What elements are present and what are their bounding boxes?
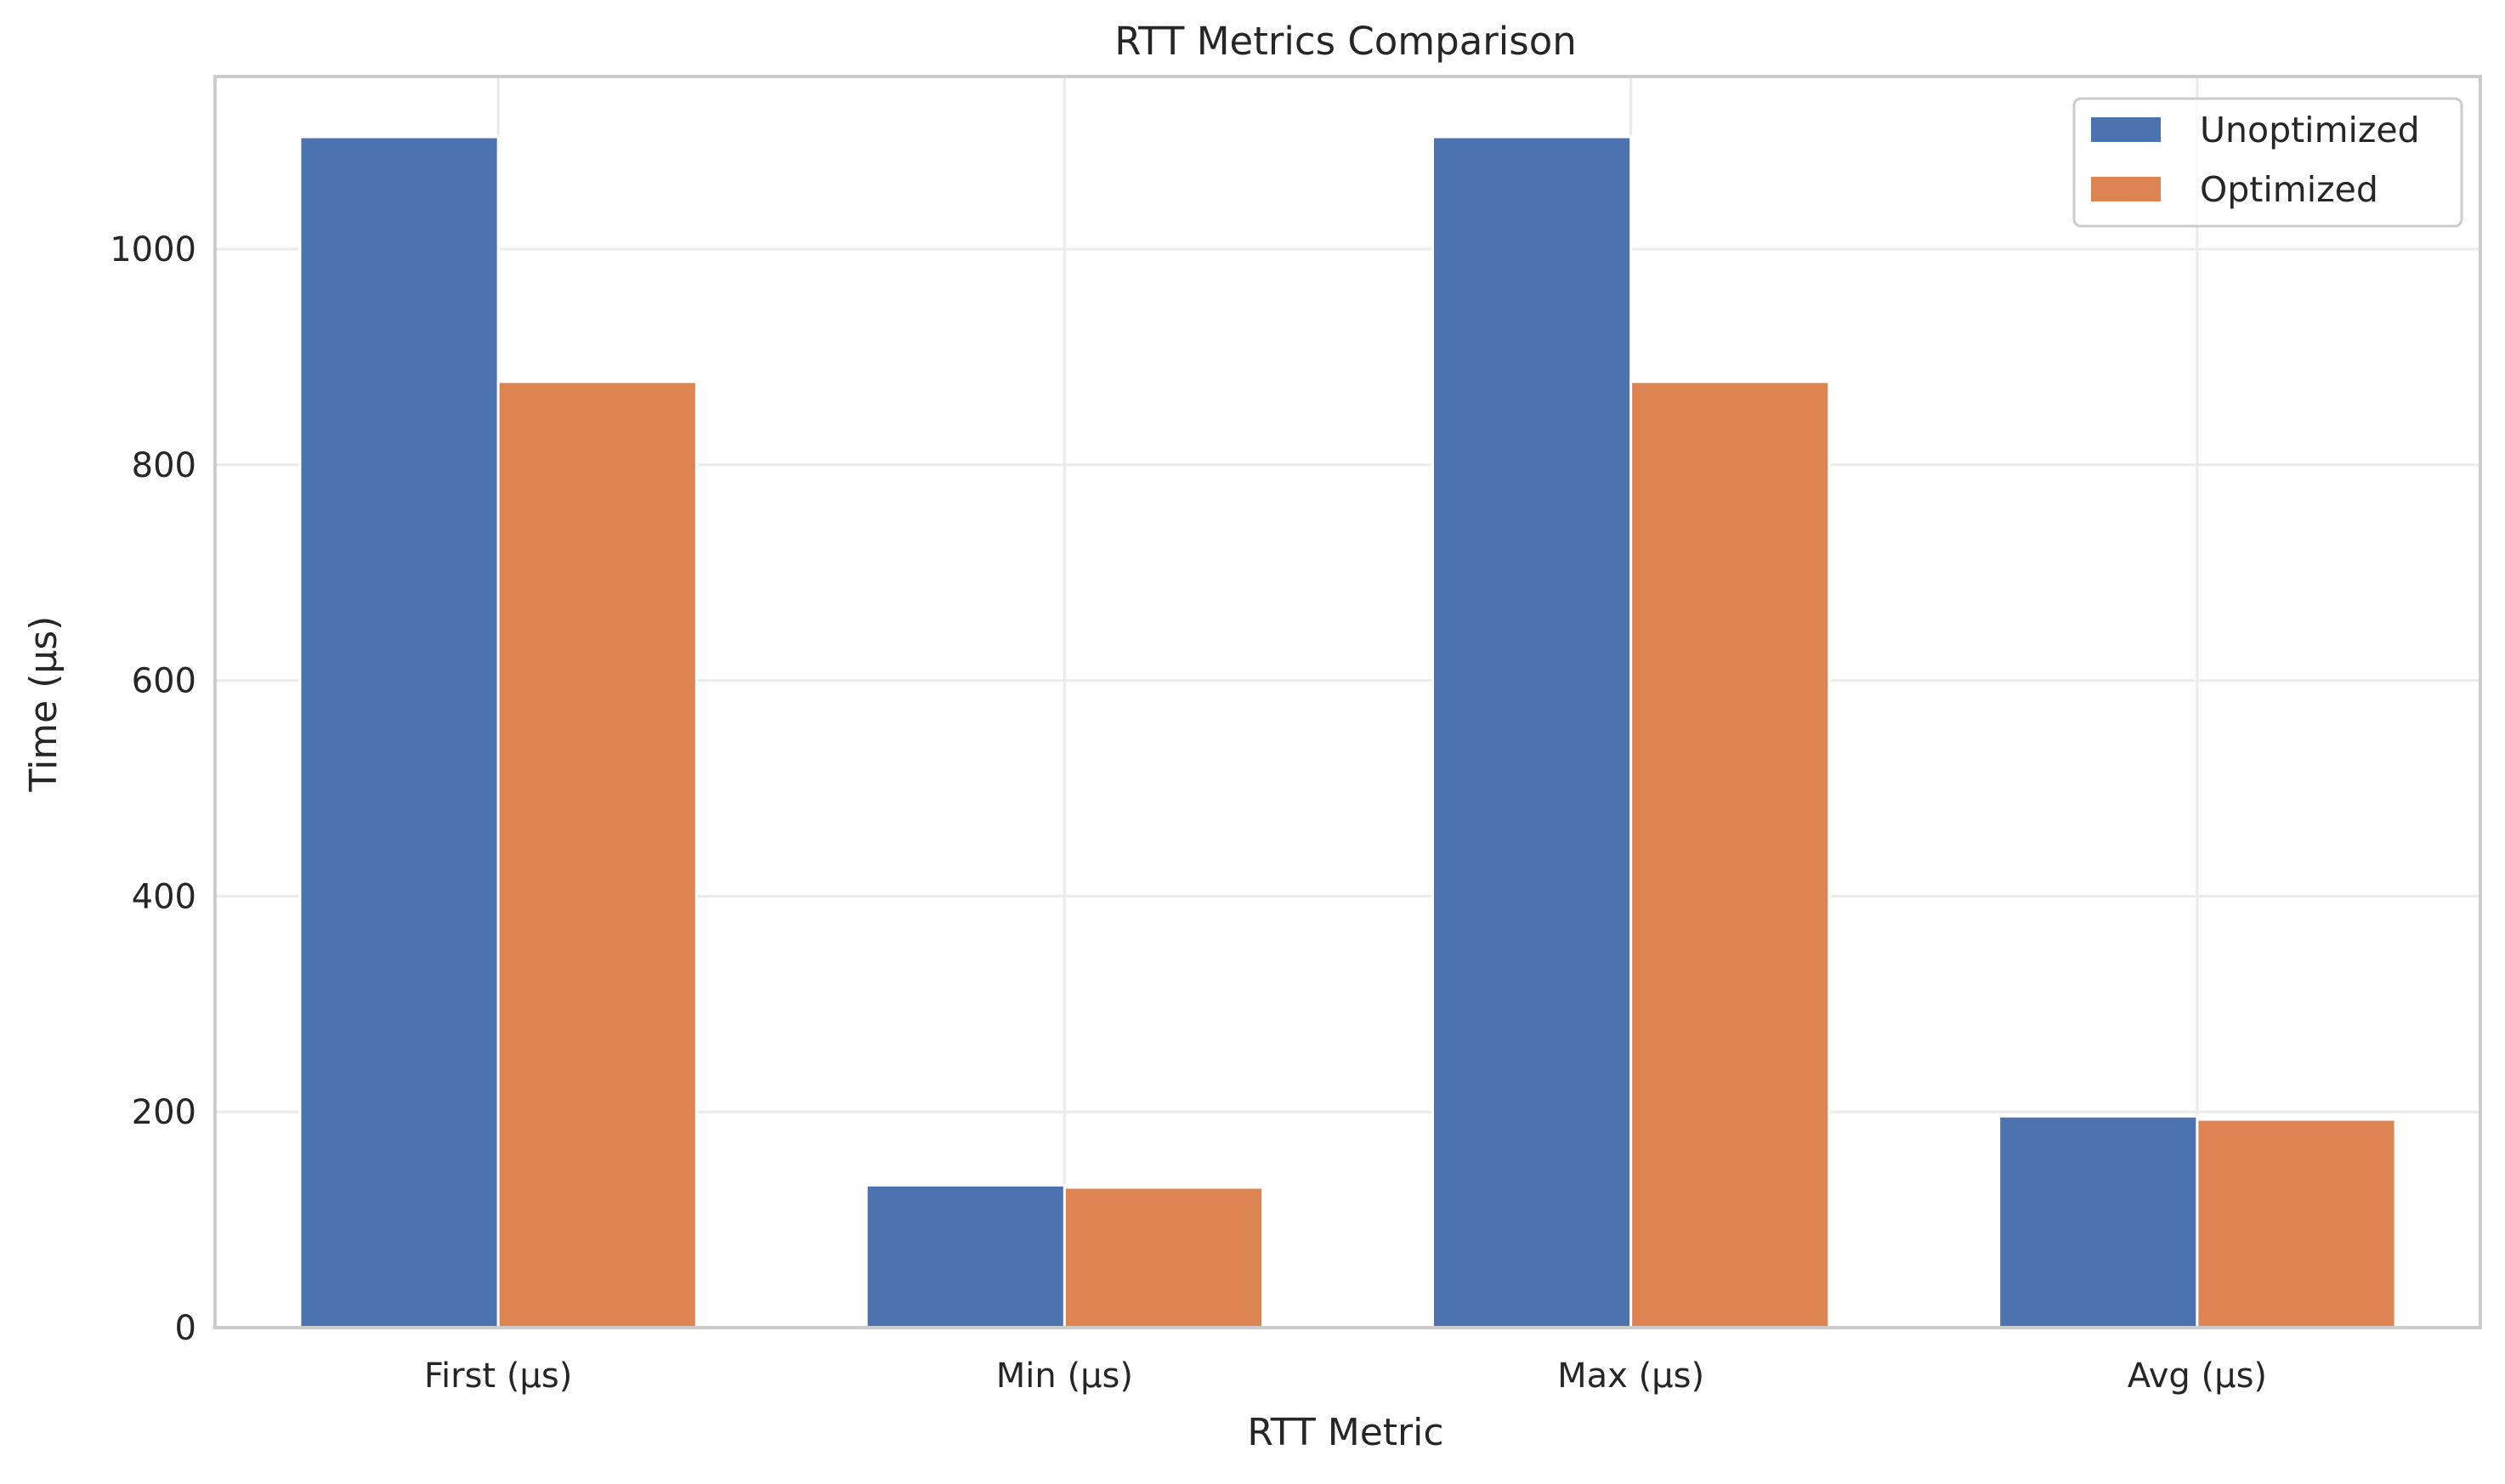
legend-box [2072, 97, 2463, 228]
plot-area-frame [213, 75, 2482, 1329]
chart-title: RTT Metrics Comparison [1114, 19, 1577, 64]
x-axis-label: RTT Metric [1247, 1411, 1443, 1454]
bar-unoptimized-4 [1998, 1114, 2199, 1329]
x-tick-label: Avg (µs) [2128, 1357, 2267, 1396]
legend: Unoptimized Optimized [2072, 97, 2463, 228]
bar-optimized-1 [496, 380, 698, 1329]
y-tick-label: 800 [132, 446, 196, 485]
bar-unoptimized-2 [864, 1183, 1066, 1329]
y-axis-ticks: 0 200 400 600 800 1000 [110, 230, 196, 1348]
y-axis-label: Time (µs) [22, 616, 65, 793]
x-axis-ticks: First (µs) Min (µs) Max (µs) Avg (µs) [424, 1357, 2267, 1396]
bar-unoptimized-3 [1431, 135, 1633, 1329]
legend-swatch-optimized [2091, 177, 2161, 201]
x-tick-label: Min (µs) [996, 1357, 1133, 1396]
legend-label-unoptimized: Unoptimized [2200, 110, 2420, 150]
y-tick-label: 400 [132, 877, 196, 916]
y-tick-label: 600 [132, 662, 196, 701]
legend-label-optimized: Optimized [2200, 169, 2378, 210]
y-tick-label: 200 [132, 1093, 196, 1132]
bars [298, 135, 2397, 1329]
legend-swatch-unoptimized [2091, 117, 2161, 142]
bar-unoptimized-1 [298, 135, 500, 1329]
y-tick-label: 1000 [110, 230, 196, 269]
bar-optimized-2 [1063, 1186, 1265, 1329]
bar-optimized-4 [2196, 1118, 2397, 1329]
x-tick-label: First (µs) [424, 1357, 572, 1396]
x-tick-label: Max (µs) [1557, 1357, 1704, 1396]
y-tick-label: 0 [175, 1309, 196, 1348]
bar-optimized-3 [1629, 380, 1831, 1329]
